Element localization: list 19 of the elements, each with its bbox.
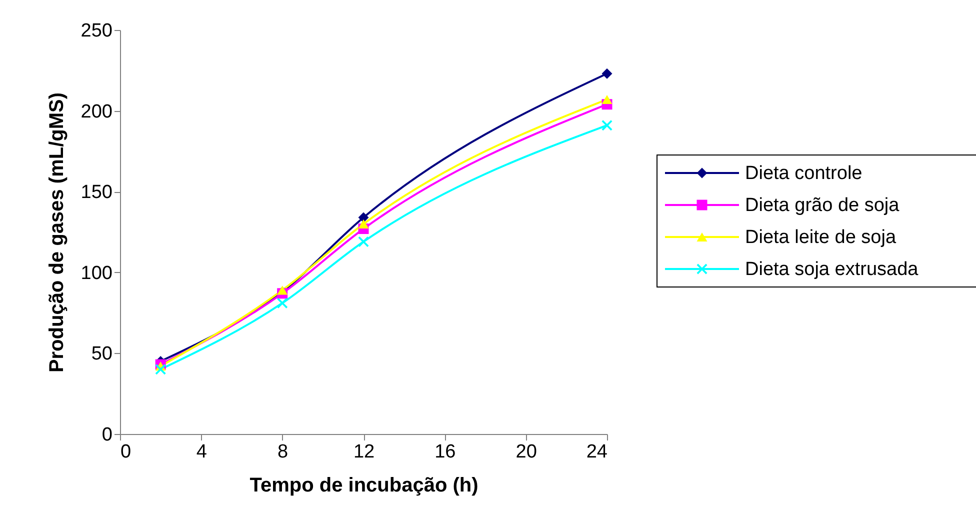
legend-label: Dieta grão de soja: [745, 195, 900, 216]
y-axis-title: Produção de gases (mL/gMS): [46, 92, 68, 373]
x-tick-label: 4: [196, 442, 208, 462]
x-tick-label: 24: [586, 442, 608, 462]
legend-label: Dieta soja extrusada: [745, 259, 919, 280]
y-tick-label: 150: [80, 182, 112, 204]
y-tick-label: 250: [80, 20, 112, 42]
y-tick-label: 50: [91, 344, 112, 365]
x-tick-label: 12: [353, 442, 375, 462]
x-tick-label: 0: [120, 442, 132, 462]
x-axis-title: Tempo de incubação (h): [250, 474, 478, 496]
x-tick-label: 8: [278, 442, 288, 462]
legend-label: Dieta leite de soja: [745, 227, 896, 248]
y-tick-label: 200: [80, 101, 112, 122]
x-tick-label: 20: [516, 442, 537, 462]
legend-label: Dieta controle: [745, 163, 862, 184]
y-tick-label: 0: [102, 424, 112, 446]
y-tick-label: 100: [80, 262, 112, 284]
x-tick-label: 16: [434, 442, 456, 462]
